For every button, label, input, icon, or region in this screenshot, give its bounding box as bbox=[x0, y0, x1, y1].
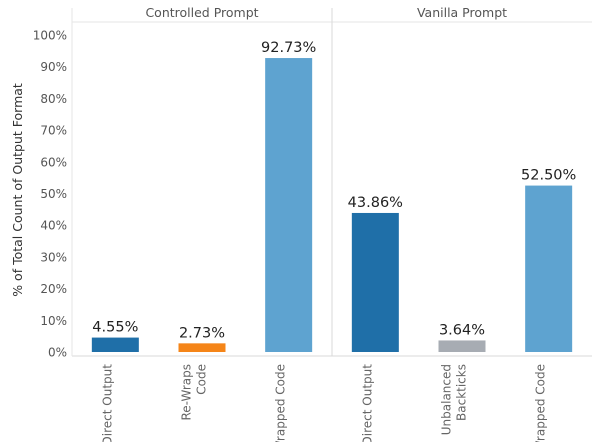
y-tick-label: 90% bbox=[40, 60, 67, 74]
data-label: 4.55% bbox=[92, 320, 138, 336]
y-tick-label: 20% bbox=[40, 282, 67, 296]
x-tick-label: Wrapped Code bbox=[274, 364, 288, 442]
data-label: 3.64% bbox=[439, 322, 485, 338]
y-tick-label: 60% bbox=[40, 155, 67, 169]
x-tick-label: Code bbox=[195, 364, 209, 395]
bar bbox=[91, 337, 139, 352]
panel-title: Controlled Prompt bbox=[145, 5, 258, 20]
bar bbox=[438, 340, 486, 352]
bar bbox=[178, 343, 226, 352]
y-tick-label: 80% bbox=[40, 92, 67, 106]
data-label: 52.50% bbox=[521, 168, 576, 184]
y-tick-label: 0% bbox=[48, 346, 67, 360]
y-tick-label: 70% bbox=[40, 124, 67, 138]
bar bbox=[351, 212, 399, 352]
bar bbox=[525, 185, 573, 352]
x-tick-label: Wrapped Code bbox=[534, 364, 548, 442]
panel-title: Vanilla Prompt bbox=[417, 5, 507, 20]
bar bbox=[265, 58, 313, 352]
y-tick-label: 30% bbox=[40, 250, 67, 264]
data-label: 92.73% bbox=[261, 40, 316, 56]
x-tick-label: Unbalanced bbox=[440, 364, 454, 435]
x-tick-label: Direct Output bbox=[360, 364, 374, 442]
y-tick-label: 100% bbox=[33, 29, 67, 43]
y-tick-label: 50% bbox=[40, 187, 67, 201]
x-tick-label: Direct Output bbox=[100, 364, 114, 442]
y-axis-label: % of Total Count of Output Format bbox=[10, 83, 25, 297]
data-label: 43.86% bbox=[348, 195, 403, 211]
data-label: 2.73% bbox=[179, 325, 225, 341]
y-tick-label: 40% bbox=[40, 219, 67, 233]
y-tick-label: 10% bbox=[40, 314, 67, 328]
x-tick-label: Backticks bbox=[455, 364, 469, 421]
x-tick-label: Re-Wraps bbox=[180, 364, 194, 421]
